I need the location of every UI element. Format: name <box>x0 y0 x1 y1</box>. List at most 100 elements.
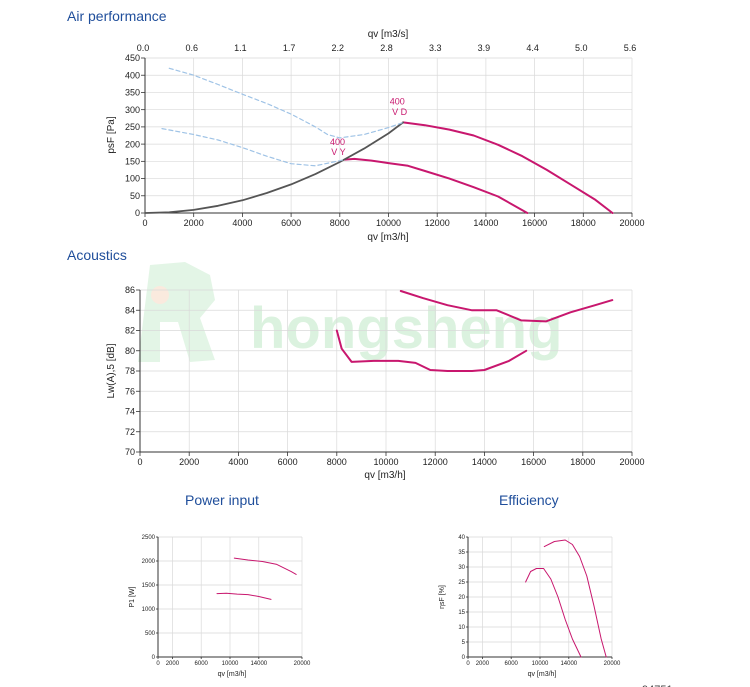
air-x-tick-label: 2000 <box>184 218 204 228</box>
efficiency-y-tick-label: 10 <box>458 625 465 631</box>
power-y-tick-label: 2000 <box>142 559 156 565</box>
air-x-tick-label: 6000 <box>281 218 301 228</box>
air-series-d2 <box>161 128 346 167</box>
acoustics-series-lower <box>335 329 528 372</box>
air-chart: 0 2000 4000 6000 8000 10000 12000 14000 16000 180… <box>106 29 645 243</box>
efficiency-y-tick-label: 40 <box>458 535 465 541</box>
acoustics-x-tick-label: 0 <box>137 457 142 467</box>
power-x-tick-label: 20000 <box>294 661 311 667</box>
power-x-tick-label: 2000 <box>166 661 180 667</box>
air-y-tick-label: 100 <box>125 174 140 184</box>
efficiency-x-tick-label: 20000 <box>604 661 621 667</box>
acoustics-x-tick-label: 18000 <box>570 457 595 467</box>
air-x-tick-label: 14000 <box>473 218 498 228</box>
air-y-tick-label: 300 <box>125 105 140 115</box>
air-x2-tick-label: 3.9 <box>478 43 491 53</box>
power-chart: 0 2000 6000 10000 14000 20000 0 500 1000 1500 2000… <box>129 535 311 678</box>
efficiency-y-tick-label: 35 <box>458 550 465 556</box>
air-y-tick-label: 200 <box>125 139 140 149</box>
air-x-tick-label: 20000 <box>619 218 644 228</box>
air-x-tick-label: 8000 <box>330 218 350 228</box>
air-y-tick-label: 150 <box>125 156 140 166</box>
air-performance-title: Air performance <box>67 8 167 24</box>
acoustics-x-tick-label: 6000 <box>278 457 298 467</box>
acoustics-y-tick-label: 70 <box>125 447 135 457</box>
power-x-tick-label: 14000 <box>250 661 267 667</box>
acoustics-x-tick-label: 12000 <box>423 457 448 467</box>
air-x2-tick-label: 5.6 <box>624 43 637 53</box>
air-y-tick-label: 250 <box>125 122 140 132</box>
efficiency-y-tick-label: 15 <box>458 610 465 616</box>
acoustics-x-tick-label: 20000 <box>619 457 644 467</box>
air-x2-tick-label: 2.2 <box>332 43 345 53</box>
efficiency-y-tick-label: 30 <box>458 565 465 571</box>
power-y-tick-label: 0 <box>152 655 156 661</box>
air-x2-tick-label: 0.0 <box>137 43 150 53</box>
power-x-tick-label: 10000 <box>222 661 239 667</box>
watermark-emblem-icon <box>138 262 215 362</box>
efficiency-y-tick-label: 0 <box>462 655 466 661</box>
acoustics-x-tick-label: 10000 <box>373 457 398 467</box>
air-x-tick-label: 16000 <box>522 218 547 228</box>
air-y-tick-label: 0 <box>135 208 140 218</box>
air-series-vd <box>402 121 614 214</box>
efficiency-grid <box>467 536 613 658</box>
air-y-axis-label: psF [Pa] <box>106 116 117 153</box>
power-x-axis-label: qv [m3/h] <box>218 671 247 678</box>
acoustics-series-upper <box>399 290 614 323</box>
air-x2-tick-label: 0.6 <box>185 43 198 53</box>
air-x-tick-label: 18000 <box>571 218 596 228</box>
air-x2-tick-label: 1.7 <box>283 43 296 53</box>
efficiency-y-tick-label: 5 <box>462 640 466 646</box>
air-x-tick-label: 0 <box>142 218 147 228</box>
acoustics-y-axis-label: Lw(A),5 [dB] <box>106 343 117 398</box>
power-series-lower <box>216 592 272 600</box>
power-x-tick-label: 0 <box>156 661 160 667</box>
acoustics-y-tick-label: 80 <box>125 346 135 356</box>
acoustics-x-tick-label: 2000 <box>179 457 199 467</box>
acoustics-y-tick-label: 76 <box>125 386 135 396</box>
acoustics-x-tick-label: 4000 <box>228 457 248 467</box>
air-grid <box>144 57 633 214</box>
efficiency-x-tick-label: 0 <box>466 661 470 667</box>
efficiency-x-tick-label: 2000 <box>476 661 490 667</box>
efficiency-series-lower <box>525 568 582 658</box>
air-series-system <box>144 121 404 214</box>
air-y-tick-label: 350 <box>125 88 140 98</box>
air-x2-tick-label: 1.1 <box>234 43 247 53</box>
acoustics-x-axis-label: qv [m3/h] <box>364 470 405 481</box>
air-x2-axis-label: qv [m3/s] <box>368 29 409 40</box>
watermark-text: hongsheng <box>250 296 563 361</box>
air-x2-tick-label: 3.3 <box>429 43 442 53</box>
air-annotation: V D <box>392 107 408 117</box>
watermark-logo: hongsheng <box>138 262 563 362</box>
power-y-tick-label: 1500 <box>142 583 156 589</box>
efficiency-y-tick-label: 25 <box>458 580 465 586</box>
acoustics-y-tick-label: 86 <box>125 285 135 295</box>
air-x2-tick-label: 2.8 <box>380 43 393 53</box>
acoustics-chart: 0 2000 4000 6000 8000 10000 12000 14000 16000 180… <box>106 285 645 481</box>
power-series-upper <box>233 557 297 575</box>
acoustics-y-tick-label: 74 <box>125 407 135 417</box>
efficiency-y-axis-label: ηsF [%] <box>439 585 446 609</box>
air-annotation: 400 <box>390 97 405 107</box>
power-grid <box>157 536 303 658</box>
power-y-tick-label: 2500 <box>142 535 156 541</box>
efficiency-x-tick-label: 14000 <box>560 661 577 667</box>
air-y-tick-label: 450 <box>125 53 140 63</box>
air-x-tick-label: 12000 <box>425 218 450 228</box>
air-x2-tick-label: 5.0 <box>575 43 588 53</box>
efficiency-y-tick-label: 20 <box>458 595 465 601</box>
air-x-tick-label: 10000 <box>376 218 401 228</box>
acoustics-x-tick-label: 14000 <box>472 457 497 467</box>
acoustics-y-tick-label: 82 <box>125 326 135 336</box>
footer-partial-text: 94751 <box>642 684 673 687</box>
acoustics-x-tick-label: 8000 <box>327 457 347 467</box>
efficiency-title: Efficiency <box>499 492 559 508</box>
air-annotation: V Y <box>331 147 345 157</box>
efficiency-chart: 0 2000 6000 10000 14000 20000 0 5 10 15 20 25 30 35 40… <box>439 535 621 678</box>
power-input-title: Power input <box>185 492 259 508</box>
power-y-tick-label: 500 <box>145 631 156 637</box>
power-y-axis-label: P1 [W] <box>129 586 136 607</box>
